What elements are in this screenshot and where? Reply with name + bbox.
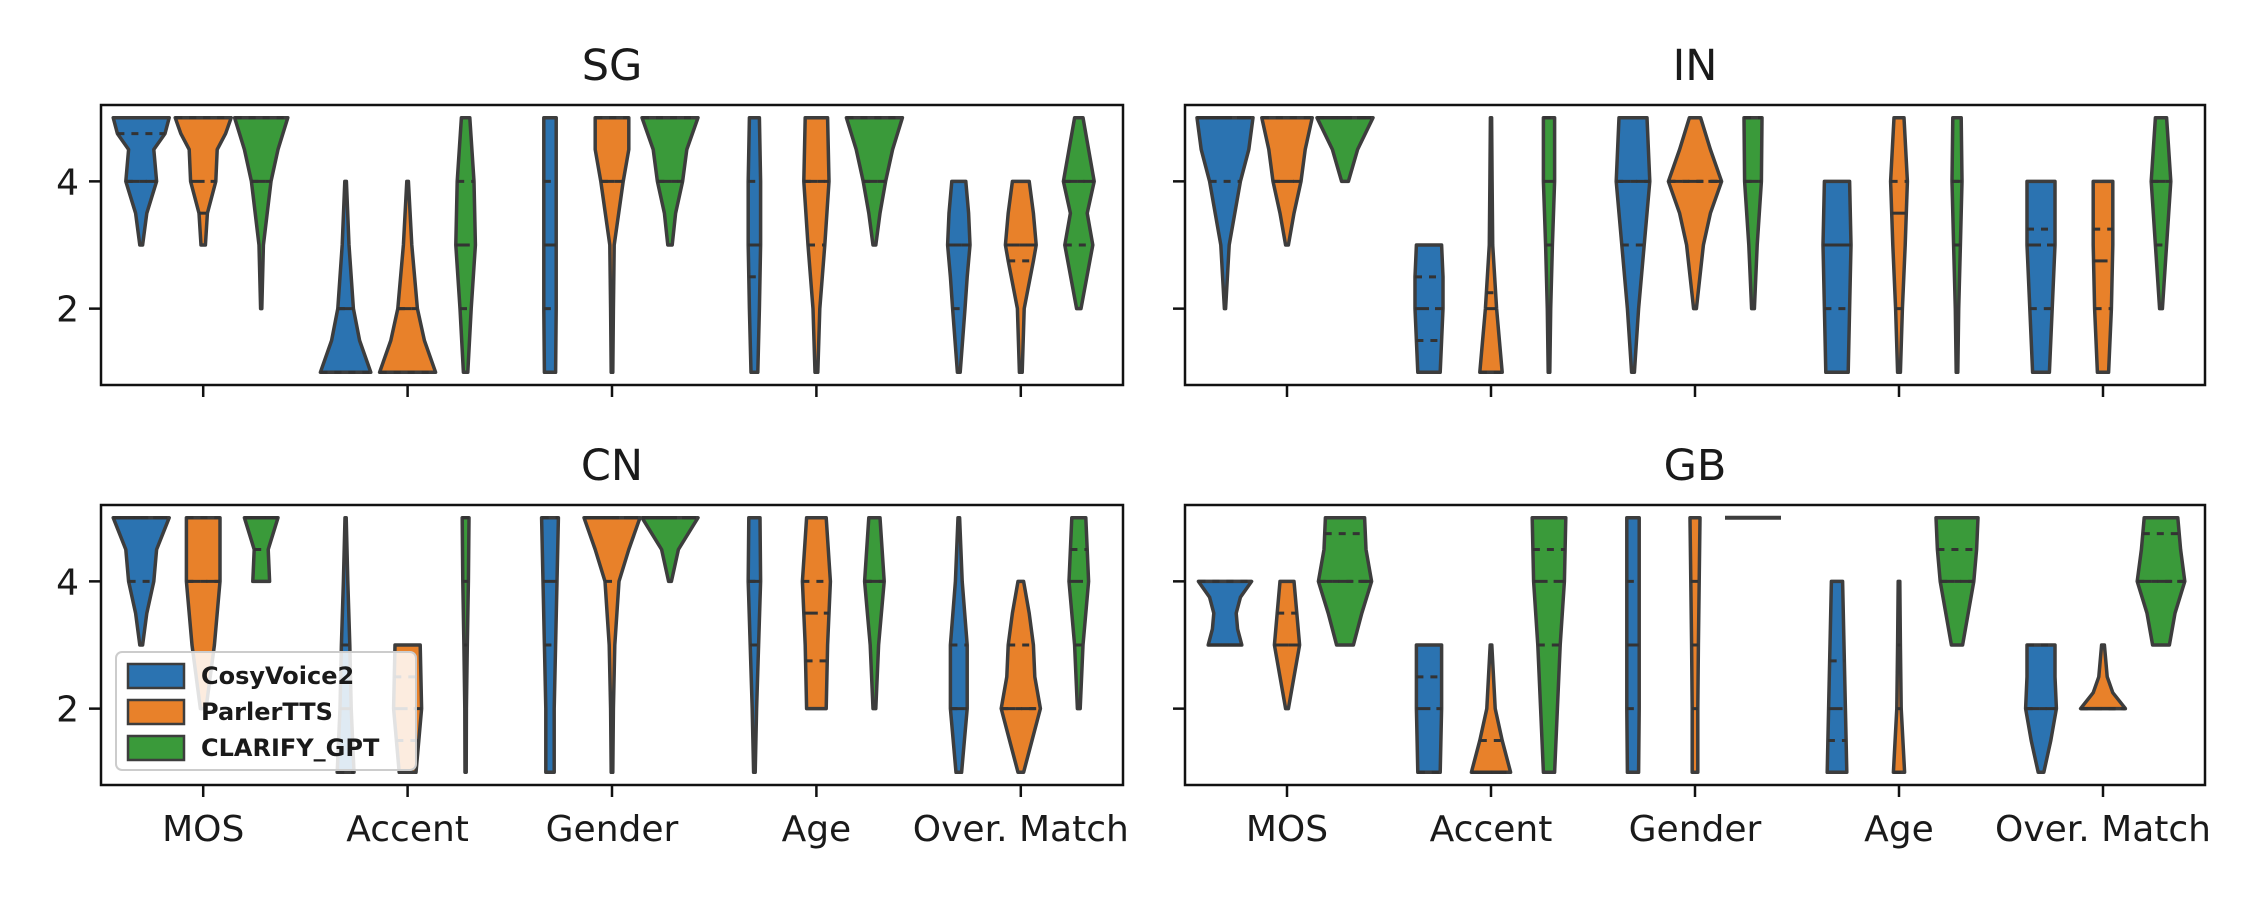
panel-cn: CN 2 4 MOS Accent Gender Age Over. Match bbox=[56, 441, 1129, 850]
legend-swatch bbox=[126, 662, 186, 690]
violin-parlertts-age bbox=[802, 115, 831, 375]
violin-clarify-gpt-gender bbox=[640, 515, 700, 584]
violin-clarify-gpt-accent bbox=[454, 115, 478, 375]
violin-clarify-gpt-over-match bbox=[2135, 515, 2187, 647]
x-tick-label: Over. Match bbox=[1995, 809, 2211, 850]
violin-cosyvoice2-mos bbox=[1195, 115, 1255, 311]
violin-cosyvoice2-gender bbox=[542, 115, 558, 375]
legend-swatch bbox=[126, 734, 186, 762]
violin-parlertts-over-match bbox=[1003, 179, 1038, 375]
violin-clarify-gpt-over-match bbox=[1061, 115, 1096, 311]
y-tick-label: 2 bbox=[56, 690, 79, 731]
panel-title: IN bbox=[1673, 41, 1718, 91]
violin-clarify-gpt-age bbox=[862, 515, 886, 711]
x-tick-label: Gender bbox=[1629, 809, 1762, 850]
violin-cosyvoice2-over-match bbox=[2023, 643, 2059, 775]
violin-parlertts-mos bbox=[1272, 579, 1302, 711]
violin-parlertts-age bbox=[1888, 115, 1910, 375]
violin-parlertts-accent bbox=[1478, 115, 1504, 375]
violin-clarify-gpt-mos bbox=[232, 115, 290, 311]
violin-clarify-gpt-over-match bbox=[1067, 515, 1091, 711]
violin-clarify-gpt-age bbox=[1950, 115, 1964, 375]
violin-cosyvoice2-accent bbox=[1413, 243, 1445, 375]
violin-clarify-gpt-over-match bbox=[2149, 115, 2173, 311]
violin-parlertts-gender bbox=[582, 515, 642, 775]
violin-cosyvoice2-accent bbox=[318, 179, 373, 375]
violin-clarify-gpt-gender bbox=[640, 115, 700, 247]
violin-cosyvoice2-over-match bbox=[945, 179, 972, 375]
violin-parlertts-gender bbox=[1666, 115, 1724, 311]
violin-cosyvoice2-mos bbox=[111, 115, 171, 247]
x-tick-label: Age bbox=[1864, 809, 1934, 850]
violin-clarify-gpt-gender bbox=[1742, 115, 1764, 311]
x-tick-label: Age bbox=[782, 809, 852, 850]
violin-cosyvoice2-age bbox=[746, 515, 763, 775]
violin-parlertts-age bbox=[800, 515, 833, 711]
legend-box bbox=[115, 651, 417, 771]
violin-parlertts-accent bbox=[1469, 643, 1513, 775]
violin-parlertts-gender bbox=[593, 115, 631, 375]
violin-parlertts-over-match bbox=[2091, 179, 2115, 375]
violin-parlertts-age bbox=[1891, 579, 1907, 775]
violin-clarify-gpt-accent bbox=[460, 515, 471, 775]
violin-parlertts-mos bbox=[1260, 115, 1314, 247]
violin-cosyvoice2-age bbox=[1825, 579, 1849, 775]
violin-cosyvoice2-age bbox=[746, 115, 763, 375]
violin-clarify-gpt-age bbox=[1934, 515, 1980, 647]
violin-parlertts-over-match bbox=[2078, 643, 2128, 711]
violin-clarify-gpt-mos bbox=[242, 515, 280, 584]
legend-label: ParlerTTS bbox=[201, 698, 333, 726]
violin-cosyvoice2-gender bbox=[1625, 515, 1641, 775]
panel-sg: SG 2 4 bbox=[56, 41, 1125, 397]
legend: CosyVoice2 ParlerTTS CLARIFY_GPT bbox=[115, 651, 417, 771]
panel-in: IN bbox=[1173, 41, 2207, 397]
violin-cosyvoice2-gender bbox=[1614, 115, 1652, 375]
violin-clarify-gpt-mos bbox=[1315, 115, 1375, 184]
violin-parlertts-gender bbox=[1688, 515, 1702, 775]
panel-title: SG bbox=[582, 41, 643, 91]
violin-parlertts-accent bbox=[377, 179, 438, 375]
x-tick-label: Over. Match bbox=[913, 809, 1129, 850]
violin-cosyvoice2-mos bbox=[1196, 579, 1254, 647]
violin-clarify-gpt-mos bbox=[1316, 515, 1374, 647]
violin-cosyvoice2-age bbox=[1821, 179, 1853, 375]
x-tick-label: Accent bbox=[1430, 809, 1553, 850]
x-tick-label: Accent bbox=[346, 809, 469, 850]
y-tick-label: 2 bbox=[56, 290, 79, 331]
violin-cosyvoice2-accent bbox=[1414, 643, 1444, 775]
violin-cosyvoice2-mos bbox=[111, 515, 171, 647]
violin-cosyvoice2-over-match bbox=[2025, 179, 2057, 375]
violin-cosyvoice2-gender bbox=[539, 515, 561, 775]
panel-title: CN bbox=[581, 441, 643, 491]
violin-parlertts-mos bbox=[173, 115, 233, 247]
x-tick-label: MOS bbox=[1246, 809, 1328, 850]
legend-label: CosyVoice2 bbox=[201, 662, 354, 690]
violin-clarify-gpt-age bbox=[844, 115, 905, 247]
violin-clarify-gpt-accent bbox=[1541, 115, 1557, 375]
violin-cosyvoice2-over-match bbox=[948, 515, 969, 775]
x-tick-label: MOS bbox=[162, 809, 244, 850]
violin-clarify-gpt-accent bbox=[1530, 515, 1568, 775]
violin-parlertts-over-match bbox=[999, 579, 1043, 775]
panel-title: GB bbox=[1664, 441, 1727, 491]
y-tick-label: 4 bbox=[56, 562, 79, 603]
legend-swatch bbox=[126, 698, 186, 726]
legend-label: CLARIFY_GPT bbox=[201, 734, 380, 762]
x-tick-label: Gender bbox=[546, 809, 679, 850]
y-tick-label: 4 bbox=[56, 162, 79, 203]
panel-gb: GB MOS Accent Gender Age Over. Match bbox=[1173, 441, 2211, 850]
